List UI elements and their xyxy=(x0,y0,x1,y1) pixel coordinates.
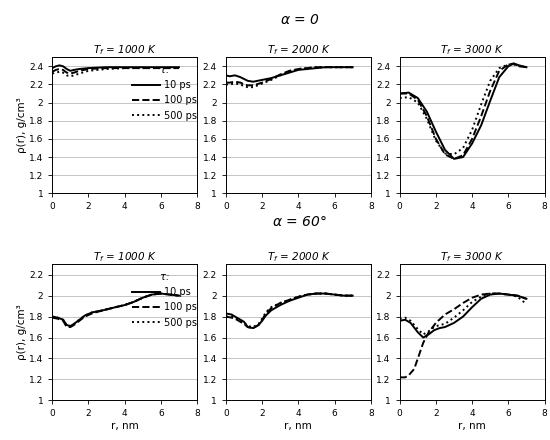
Legend: 10 ps, 100 ps, 500 ps: 10 ps, 100 ps, 500 ps xyxy=(133,65,197,121)
Y-axis label: ρ(r), g/cm³: ρ(r), g/cm³ xyxy=(18,304,28,360)
X-axis label: r, nm: r, nm xyxy=(111,421,139,431)
Title: $T_f$ = 1000 K: $T_f$ = 1000 K xyxy=(93,44,157,57)
Legend: 10 ps, 100 ps, 500 ps: 10 ps, 100 ps, 500 ps xyxy=(133,272,197,328)
Y-axis label: ρ(r), g/cm³: ρ(r), g/cm³ xyxy=(18,97,28,153)
Title: $T_f$ = 2000 K: $T_f$ = 2000 K xyxy=(267,250,330,264)
Title: $T_f$ = 3000 K: $T_f$ = 3000 K xyxy=(440,44,504,57)
Text: $\alpha$ = 0: $\alpha$ = 0 xyxy=(280,13,320,27)
Title: $T_f$ = 3000 K: $T_f$ = 3000 K xyxy=(440,250,504,264)
Title: $T_f$ = 2000 K: $T_f$ = 2000 K xyxy=(267,44,330,57)
Text: $\alpha$ = 60°: $\alpha$ = 60° xyxy=(272,215,327,229)
X-axis label: r, nm: r, nm xyxy=(458,421,486,431)
X-axis label: r, nm: r, nm xyxy=(284,421,312,431)
Title: $T_f$ = 1000 K: $T_f$ = 1000 K xyxy=(93,250,157,264)
